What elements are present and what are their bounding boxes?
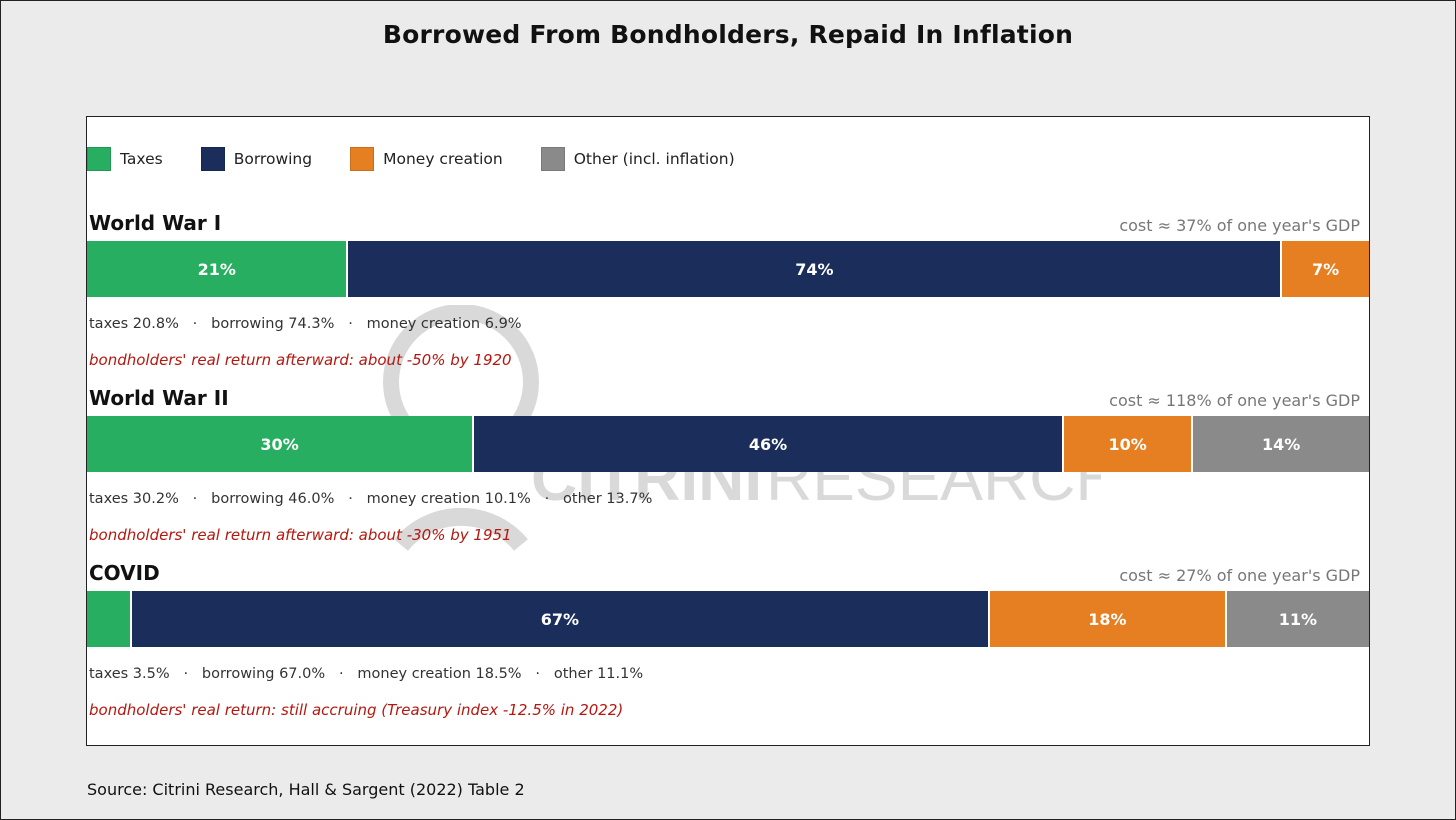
bar-group: COVID cost ≈ 27% of one year's GDP 67% 18% 1…	[87, 561, 1369, 731]
stacked-bar: 21% 74% 7%	[87, 241, 1369, 297]
segment-label: 10%	[1108, 434, 1147, 454]
return-note: bondholders' real return: still accruing…	[89, 701, 624, 719]
breakdown-text: taxes 3.5% · borrowing 67.0% · money cre…	[89, 666, 644, 682]
bar-segment: 67%	[131, 591, 990, 647]
return-note: bondholders' real return afterward: abou…	[89, 351, 512, 369]
bar-group: World War II cost ≈ 118% of one year's GD…	[87, 386, 1369, 556]
legend-swatch	[350, 147, 375, 171]
segment-label: 18%	[1088, 609, 1127, 629]
chart-title: Borrowed From Bondholders, Repaid In Inf…	[382, 20, 1074, 49]
segment-label: 46%	[748, 434, 788, 454]
chart-panel: CITRINI RESEARCH Taxes Borrowing Money cre…	[86, 116, 1370, 746]
bar-segment: 18%	[989, 591, 1227, 647]
legend-item: Borrowing	[200, 147, 313, 171]
breakdown-text: taxes 20.8% · borrowing 74.3% · money cr…	[89, 316, 522, 332]
bar-segment: 46%	[474, 416, 1064, 472]
segment-label: 14%	[1262, 434, 1301, 454]
legend-item: Taxes	[87, 147, 163, 171]
segment-label: 30%	[260, 434, 299, 454]
group-name: World War II	[89, 386, 229, 410]
segment-label: 11%	[1278, 609, 1318, 629]
bar-segment	[87, 591, 132, 647]
legend-item: Money creation	[350, 147, 503, 171]
bar-segment: 21%	[87, 241, 349, 297]
group-name: World War I	[89, 211, 222, 235]
legend-label: Money creation	[383, 150, 503, 168]
stacked-bar: 30% 46% 10% 14%	[87, 416, 1369, 472]
segment-label: 21%	[197, 259, 236, 279]
group-name: COVID	[89, 561, 160, 585]
legend-item: Other (incl. inflation)	[540, 147, 735, 171]
segment-label: 74%	[795, 259, 834, 279]
breakdown-text: taxes 30.2% · borrowing 46.0% · money cr…	[89, 491, 653, 507]
bar-segment: 11%	[1226, 591, 1369, 647]
legend: Taxes Borrowing Money creation Other (incl.…	[87, 146, 773, 172]
bar-segment: 30%	[87, 416, 475, 472]
group-cost: cost ≈ 27% of one year's GDP	[1119, 566, 1360, 585]
return-note: bondholders' real return afterward: abou…	[89, 526, 512, 544]
bar-group: World War I cost ≈ 37% of one year's GDP 2…	[87, 211, 1369, 381]
source-note: Source: Citrini Research, Hall & Sargent…	[87, 780, 525, 799]
group-cost: cost ≈ 118% of one year's GDP	[1109, 391, 1360, 410]
legend-label: Borrowing	[233, 150, 313, 168]
group-cost: cost ≈ 37% of one year's GDP	[1119, 216, 1360, 235]
bar-segment: 10%	[1063, 416, 1194, 472]
legend-swatch	[540, 147, 565, 171]
bar-segment: 74%	[348, 241, 1283, 297]
legend-swatch	[87, 147, 111, 171]
bar-segment: 14%	[1193, 416, 1369, 472]
bar-segment: 7%	[1282, 241, 1369, 297]
segment-label: 7%	[1312, 259, 1340, 279]
legend-swatch	[200, 147, 225, 171]
segment-label: 67%	[540, 609, 579, 629]
legend-label: Taxes	[120, 150, 163, 168]
legend-label: Other (incl. inflation)	[573, 150, 735, 168]
stacked-bar: 67% 18% 11%	[87, 591, 1369, 647]
